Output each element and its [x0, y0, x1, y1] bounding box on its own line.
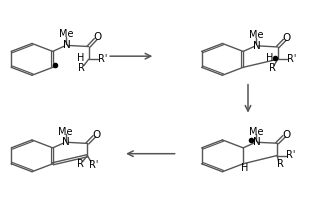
Text: R': R'	[287, 54, 297, 64]
Text: R': R'	[89, 160, 99, 170]
Text: O: O	[92, 130, 100, 140]
Text: O: O	[283, 33, 291, 43]
Text: N: N	[63, 40, 71, 50]
Text: N: N	[62, 137, 70, 147]
Text: Me: Me	[59, 29, 74, 39]
Text: N: N	[253, 137, 260, 147]
Text: R: R	[77, 159, 84, 169]
Text: H: H	[266, 53, 273, 63]
Text: R: R	[268, 63, 276, 73]
Text: O: O	[282, 130, 290, 140]
Text: R': R'	[98, 54, 108, 64]
Text: Me: Me	[249, 30, 263, 40]
Text: H: H	[241, 163, 249, 173]
Text: H: H	[77, 53, 84, 63]
Text: R: R	[78, 63, 85, 73]
Text: Me: Me	[58, 127, 73, 137]
Text: R': R'	[286, 150, 296, 160]
Text: R: R	[277, 159, 284, 169]
Text: N: N	[253, 41, 260, 51]
Text: O: O	[93, 32, 102, 42]
Text: Me: Me	[249, 127, 263, 137]
